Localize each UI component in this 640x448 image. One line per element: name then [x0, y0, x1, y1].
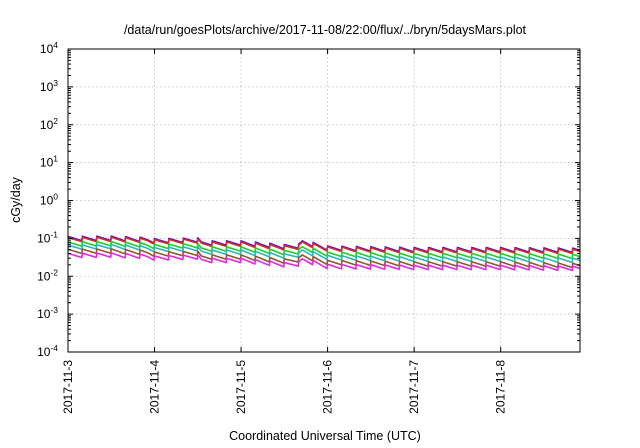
y-tick-label: 10-2	[37, 267, 58, 283]
series-line	[67, 252, 581, 272]
x-tick-label: 2017-11-7	[407, 360, 421, 414]
y-tick-label: 10-3	[37, 305, 58, 321]
y-axis-label: cGy/day	[9, 176, 23, 223]
y-tick-label: 10-4	[37, 343, 58, 359]
y-tick-label: 103	[40, 78, 58, 94]
y-tick-label: 10-1	[37, 229, 58, 245]
series-line	[67, 243, 581, 264]
y-tick-label: 101	[40, 154, 58, 170]
ticks: 10-4 10-3 10-2 10-1 100 101 102 103 104 2017-11-3…	[37, 40, 580, 414]
chart-title: /data/run/goesPlots/archive/2017-11-08/2…	[124, 23, 527, 37]
x-tick-label: 2017-11-4	[148, 360, 162, 414]
series-line	[67, 236, 581, 255]
x-tick-label: 2017-11-3	[61, 360, 75, 414]
y-tick-label: 104	[40, 40, 58, 56]
series-line	[67, 240, 581, 260]
y-tick-label: 100	[40, 192, 58, 208]
y-tick-label: 102	[40, 116, 58, 132]
x-axis-label: Coordinated Universal Time (UTC)	[229, 429, 421, 443]
grid	[68, 49, 580, 352]
series-line	[67, 248, 581, 269]
x-tick-label: 2017-11-6	[321, 360, 335, 414]
x-tick-label: 2017-11-8	[494, 360, 508, 414]
x-tick-label: 2017-11-5	[234, 360, 248, 414]
series-group	[67, 235, 581, 272]
